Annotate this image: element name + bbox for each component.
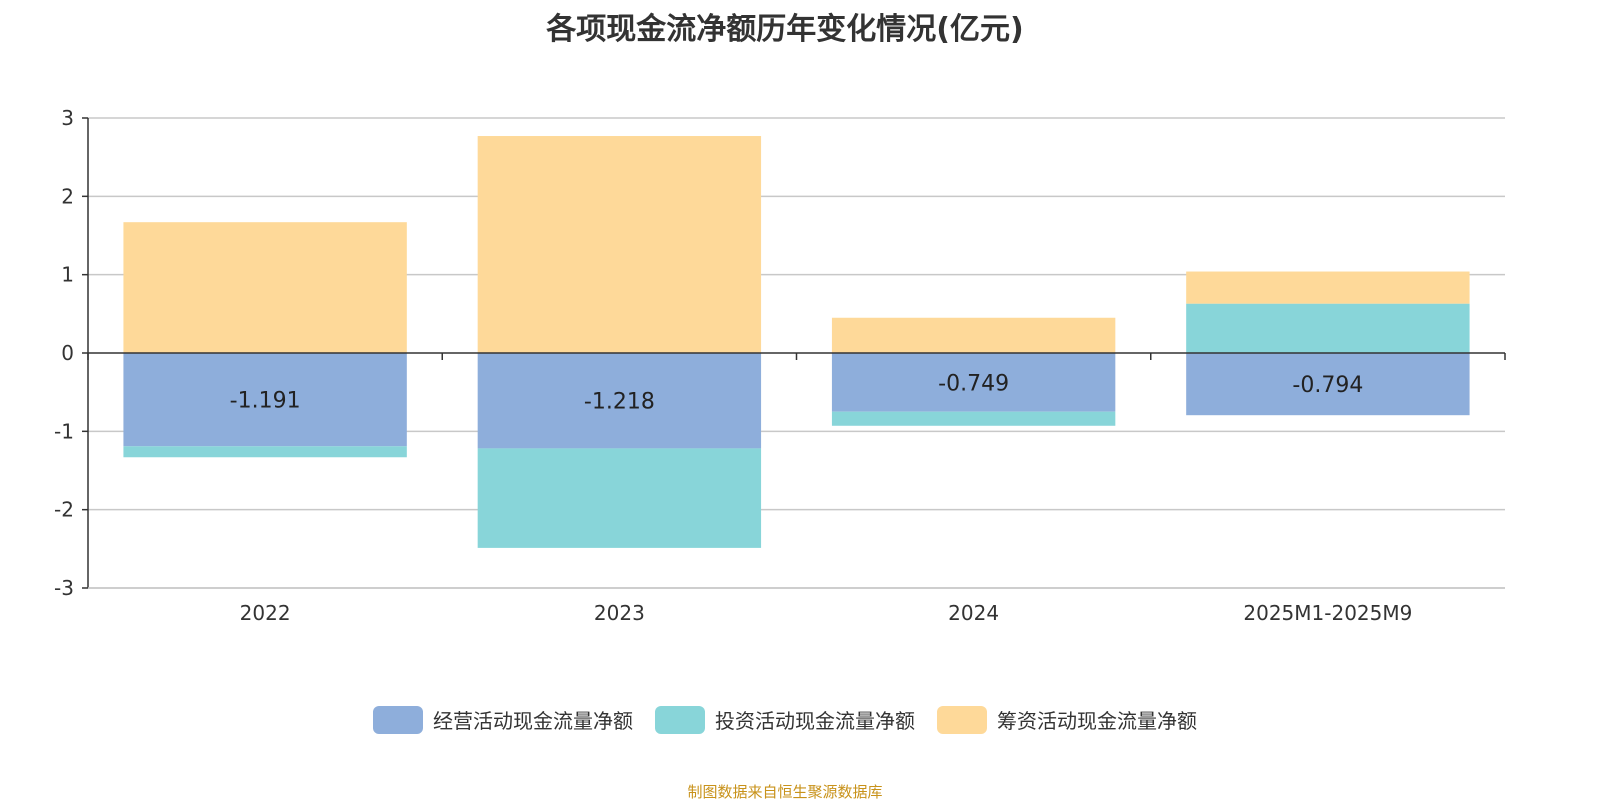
- y-tick-label: -2: [54, 498, 74, 522]
- legend-item[interactable]: 投资活动现金流量净额: [655, 705, 915, 734]
- bar-3-2022: [123, 222, 407, 353]
- legend: 经营活动现金流量净额 投资活动现金流量净额 筹资活动现金流量净额: [0, 705, 1570, 734]
- source-note: 制图数据来自恒生聚源数据库: [687, 783, 883, 801]
- y-tick-label: 2: [61, 184, 74, 208]
- legend-swatch: [655, 705, 705, 734]
- x-tick-label: 2023: [594, 601, 645, 625]
- y-tick-label: 1: [61, 263, 74, 287]
- bar-1-2023: [477, 353, 762, 449]
- legend-label: 投资活动现金流量净额: [715, 709, 915, 733]
- data-label: -0.794: [1292, 373, 1363, 398]
- bar-3-2023: [477, 136, 762, 353]
- bar-1-2024: [831, 353, 1116, 412]
- x-tick-label: 2022: [240, 601, 291, 625]
- chart-title: 各项现金流净额历年变化情况(亿元): [546, 12, 1024, 47]
- legend-swatch: [373, 705, 423, 734]
- bar-3-2024: [831, 317, 1116, 353]
- x-tick-label: 2025M1-2025M9: [1243, 601, 1412, 625]
- bar-3-2025M1-2025M9: [1186, 271, 1470, 304]
- data-label: -0.749: [938, 371, 1009, 396]
- bar-1-2025M1-2025M9: [1186, 353, 1470, 416]
- legend-item[interactable]: 筹资活动现金流量净额: [937, 705, 1197, 734]
- x-tick-label: 2024: [948, 601, 999, 625]
- bar-2-2023: [477, 448, 762, 548]
- legend-label: 筹资活动现金流量净额: [997, 709, 1197, 733]
- y-tick-label: 0: [61, 341, 74, 365]
- bar-2-2025M1-2025M9: [1186, 303, 1470, 353]
- bar-2-2024: [831, 411, 1116, 426]
- legend-label: 经营活动现金流量净额: [433, 709, 633, 733]
- data-label: -1.218: [584, 390, 655, 415]
- legend-swatch: [937, 705, 987, 734]
- legend-item[interactable]: 经营活动现金流量净额: [373, 705, 633, 734]
- data-label: -1.191: [230, 389, 301, 414]
- bar-1-2022: [123, 353, 407, 447]
- y-tick-label: 3: [61, 106, 74, 130]
- y-tick-label: -1: [54, 419, 74, 443]
- y-tick-label: -3: [54, 576, 74, 600]
- bar-2-2022: [123, 446, 407, 458]
